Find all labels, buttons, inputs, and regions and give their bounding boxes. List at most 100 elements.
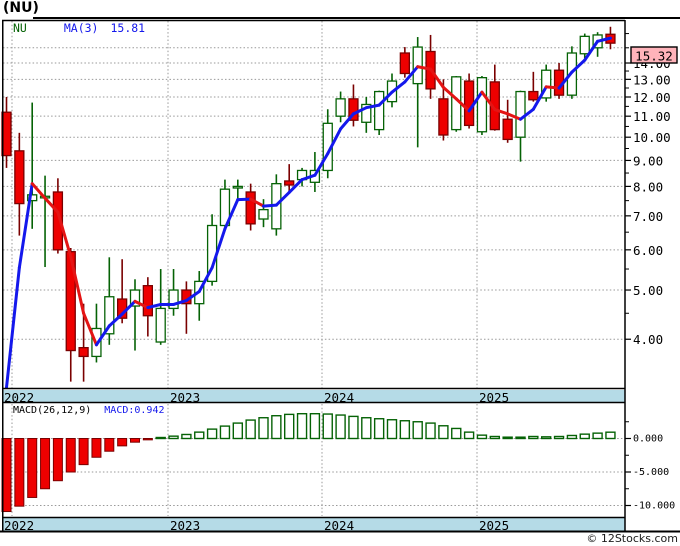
ma3-segment xyxy=(506,112,522,121)
candle-body xyxy=(515,90,526,138)
candle-body xyxy=(399,52,411,75)
ma3-segment xyxy=(583,39,600,62)
macd-bar xyxy=(309,413,321,440)
ma3-segment xyxy=(210,227,227,270)
ma3-segment xyxy=(390,80,407,94)
macd-bar xyxy=(322,413,333,440)
price-tick-label: 6.00 xyxy=(633,243,663,258)
candle-body xyxy=(528,90,539,101)
ma3-segment xyxy=(82,311,98,347)
macd-bar xyxy=(566,434,578,440)
year-label: 2025 xyxy=(479,518,509,533)
macd-tick-label: -10.000 xyxy=(633,501,675,512)
ma3-segment xyxy=(313,152,330,177)
ma3-segment xyxy=(107,312,124,328)
macd-value: MACD:0.942 xyxy=(104,405,165,416)
price-tick-label: 7.00 xyxy=(633,209,663,224)
ma3-segment xyxy=(351,106,368,116)
candle-body xyxy=(104,296,115,335)
macd-bar xyxy=(553,435,565,440)
ma3-segment xyxy=(416,65,433,71)
macd-tick-label: -5.000 xyxy=(633,467,669,478)
macd-bar xyxy=(541,436,552,440)
macd-bar xyxy=(605,431,616,440)
macd-bar xyxy=(194,431,205,440)
symbol-label: NU xyxy=(13,21,27,35)
macd-bar xyxy=(463,431,475,440)
macd-bar xyxy=(528,435,539,440)
macd-bar xyxy=(361,417,372,440)
macd-bar xyxy=(232,422,244,440)
macd-bar xyxy=(271,415,282,440)
candle-body xyxy=(78,347,89,358)
candle-body xyxy=(463,80,475,127)
ma3-segment xyxy=(596,36,612,43)
ma3-segment xyxy=(570,58,587,74)
ma3-segment xyxy=(429,67,445,89)
macd-histogram xyxy=(1,413,616,513)
macd-bar xyxy=(78,438,89,466)
year-label: 2024 xyxy=(324,518,354,533)
ma3-segment xyxy=(223,198,240,231)
candle-body xyxy=(168,289,179,310)
macd-bar xyxy=(130,438,140,443)
ma3-segment xyxy=(467,90,484,113)
macd-bar xyxy=(592,432,603,440)
ma3-segment xyxy=(454,97,471,113)
ma3-segment xyxy=(300,173,317,182)
macd-bar xyxy=(373,418,385,440)
price-tick-label: 9.00 xyxy=(633,153,663,168)
ma-label: MA(3) xyxy=(63,21,99,35)
ma3-segment xyxy=(30,182,47,200)
macd-bar xyxy=(142,438,153,441)
ma3-segment xyxy=(519,107,535,121)
price-tick-label: 11.00 xyxy=(633,109,671,124)
ma3-segment xyxy=(531,85,548,111)
macd-bar xyxy=(65,438,76,473)
price-tick-label: 4.00 xyxy=(633,332,663,347)
macd-bar xyxy=(245,419,256,440)
macd-bar xyxy=(91,438,102,458)
macd-bar xyxy=(296,413,308,440)
candle-body xyxy=(579,35,590,55)
macd-bar xyxy=(502,436,513,440)
ma3-segment xyxy=(274,190,291,207)
macd-bar xyxy=(284,413,295,440)
macd-bar xyxy=(579,433,590,440)
price-tick-label: 8.00 xyxy=(633,179,663,194)
macd-bar xyxy=(117,438,128,447)
ma3-segment xyxy=(339,112,355,131)
candle-body xyxy=(27,194,38,202)
price-tick-label: 12.00 xyxy=(633,90,671,105)
year-label: 2023 xyxy=(170,518,200,533)
ma3-segment xyxy=(172,299,188,306)
macd-bar xyxy=(412,421,423,440)
price-tick-label: 10.00 xyxy=(633,130,671,145)
candle-body xyxy=(155,307,166,343)
ma3-segment xyxy=(43,196,60,214)
macd-bar xyxy=(181,433,192,440)
candle-body xyxy=(142,285,154,317)
macd-bar xyxy=(40,438,51,490)
ma3-segment xyxy=(56,210,73,259)
watermark: © 12Stocks.com xyxy=(586,532,678,545)
year-label: 2025 xyxy=(479,390,509,405)
ma-value: 15.81 xyxy=(110,21,146,35)
year-label: 2024 xyxy=(324,390,354,405)
macd-bar xyxy=(451,427,462,440)
ma3-segment xyxy=(480,90,497,112)
macd-bar xyxy=(476,434,488,440)
candle-body xyxy=(373,90,385,131)
year-label: 2022 xyxy=(4,518,34,533)
ma3-segment xyxy=(441,85,458,101)
ma3-segment xyxy=(403,65,420,84)
macd-bar xyxy=(27,438,38,498)
macd-bar xyxy=(155,436,166,440)
candle-body xyxy=(129,289,141,307)
candle-body xyxy=(502,118,513,141)
ma3-segment xyxy=(326,127,343,156)
x-axis-band-macd xyxy=(2,518,625,531)
macd-bar xyxy=(258,417,269,440)
x-axis-band-main xyxy=(2,390,625,403)
